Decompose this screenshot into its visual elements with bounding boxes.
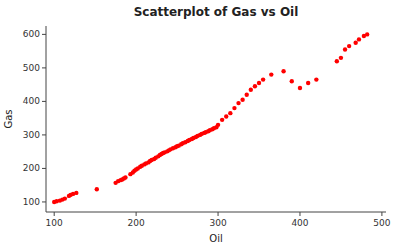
x-tick: [381, 212, 382, 216]
point: [74, 191, 78, 195]
y-tick-label: 600: [23, 29, 40, 39]
point: [216, 123, 220, 127]
point: [281, 69, 285, 73]
point: [261, 77, 265, 81]
point: [245, 93, 249, 97]
y-tick-label: 200: [23, 163, 40, 173]
point: [236, 101, 240, 105]
point: [347, 44, 351, 48]
x-tick-label: 300: [209, 218, 226, 228]
point: [269, 72, 273, 76]
x-tick: [299, 212, 300, 216]
point: [353, 41, 357, 45]
chart: 100 200 300 400 500 100 200 300 400 500 600 Scatter…: [0, 0, 400, 248]
point: [232, 106, 236, 110]
point: [123, 175, 127, 179]
point: [253, 84, 257, 88]
y-tick: [42, 168, 46, 169]
point: [257, 81, 261, 85]
point: [298, 86, 302, 90]
point: [63, 196, 67, 200]
x-axis: [46, 212, 386, 213]
point: [290, 79, 294, 83]
point: [343, 47, 347, 51]
x-tick: [54, 212, 55, 216]
x-axis-label: Oil: [209, 233, 222, 244]
y-tick: [42, 101, 46, 102]
y-tick: [42, 34, 46, 35]
point: [365, 32, 369, 36]
y-tick: [42, 67, 46, 68]
y-tick-label: 500: [23, 63, 40, 73]
y-tick-label: 100: [23, 197, 40, 207]
point: [240, 98, 244, 102]
point: [314, 77, 318, 81]
y-tick: [42, 201, 46, 202]
point: [228, 111, 232, 115]
title: Scatterplot of Gas vs Oil: [134, 5, 299, 19]
point: [339, 56, 343, 60]
x-tick-label: 500: [373, 218, 390, 228]
point: [249, 87, 253, 91]
y-axis-label: Gas: [3, 109, 14, 128]
point: [306, 81, 310, 85]
x-tick-label: 400: [291, 218, 308, 228]
x-tick: [136, 212, 137, 216]
x-tick-label: 200: [128, 218, 145, 228]
y-tick: [42, 134, 46, 135]
x-tick: [218, 212, 219, 216]
point: [224, 114, 228, 118]
points: [52, 32, 369, 204]
x-tick-label: 100: [46, 218, 63, 228]
point: [220, 118, 224, 122]
point: [357, 37, 361, 41]
y-axis: [46, 26, 47, 212]
y-tick-label: 400: [23, 96, 40, 106]
point: [95, 187, 99, 191]
y-tick-label: 300: [23, 130, 40, 140]
point: [335, 59, 339, 63]
